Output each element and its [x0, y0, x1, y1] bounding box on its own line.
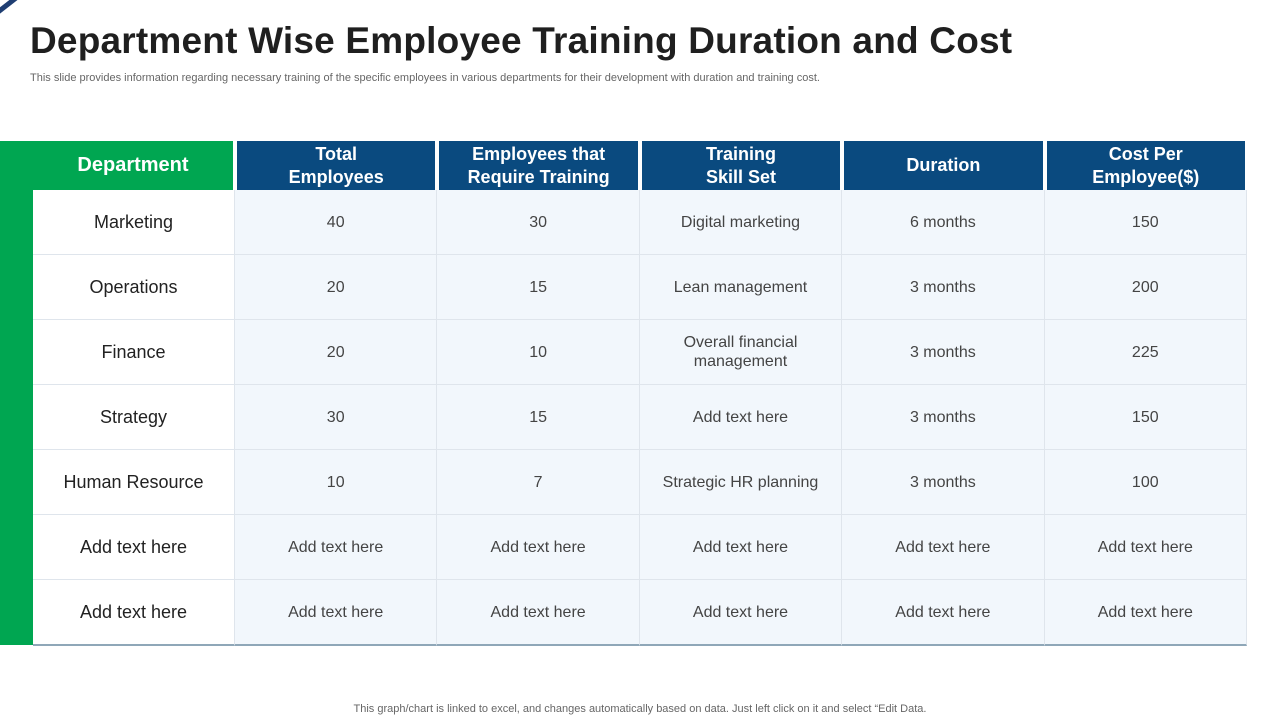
- training-skill-set-cell: Add text here: [639, 385, 843, 450]
- cost-per-employee-cell: 150: [1044, 190, 1247, 255]
- table-row: Finance 20 10 Overall financial management 3…: [33, 320, 1247, 385]
- header-label-line: Employee($): [1092, 166, 1200, 187]
- table-row: Operations 20 15 Lean management 3 months 200: [33, 255, 1247, 320]
- table-row: Strategy 30 15 Add text here 3 months 150: [33, 385, 1247, 450]
- total-employees-cell: 30: [235, 385, 438, 450]
- duration-cell: 3 months: [842, 385, 1045, 450]
- page-subtitle: This slide provides information regardin…: [30, 72, 820, 84]
- cost-per-employee-cell: Add text here: [1044, 580, 1247, 646]
- department-cell: Add text here: [33, 580, 235, 646]
- cost-per-employee-header: Cost Per Employee($): [1044, 141, 1247, 190]
- employees-require-training-cell: Add text here: [437, 580, 640, 646]
- duration-cell: Add text here: [842, 580, 1045, 646]
- cost-per-employee-cell: 100: [1044, 450, 1247, 515]
- header-label-line: Employees: [288, 166, 384, 187]
- total-employees-cell: Add text here: [235, 580, 438, 646]
- header-label-line: Employees that: [472, 143, 606, 164]
- table-body: Marketing 40 30 Digital marketing 6 months 15…: [33, 190, 1247, 646]
- total-employees-cell: 20: [235, 255, 438, 320]
- total-employees-cell: 10: [235, 450, 438, 515]
- cost-per-employee-cell: Add text here: [1044, 515, 1247, 580]
- table-row: Add text here Add text here Add text here A…: [33, 515, 1247, 580]
- department-cell: Strategy: [33, 385, 235, 450]
- header-label-line: Skill Set: [705, 166, 776, 187]
- training-skill-set-cell: Lean management: [639, 255, 843, 320]
- department-header: Department: [33, 141, 235, 190]
- employees-require-training-header: Employees that Require Training: [437, 141, 640, 190]
- training-skill-set-cell: Add text here: [639, 515, 843, 580]
- cost-per-employee-cell: 150: [1044, 385, 1247, 450]
- duration-cell: 6 months: [842, 190, 1045, 255]
- header-label-line: Duration: [906, 155, 981, 175]
- employees-require-training-cell: 7: [437, 450, 640, 515]
- duration-cell: 3 months: [842, 255, 1045, 320]
- employees-require-training-cell: 15: [437, 385, 640, 450]
- header-label-line: Cost Per: [1108, 143, 1183, 164]
- department-cell: Finance: [33, 320, 235, 385]
- page-title: Department Wise Employee Training Durati…: [30, 20, 1013, 61]
- duration-cell: 3 months: [842, 320, 1045, 385]
- table-row: Human Resource 10 7 Strategic HR planning 3 …: [33, 450, 1247, 515]
- training-skill-set-cell: Strategic HR planning: [639, 450, 843, 515]
- employees-require-training-cell: 15: [437, 255, 640, 320]
- employees-require-training-cell: 10: [437, 320, 640, 385]
- department-cell: Add text here: [33, 515, 235, 580]
- department-cell: Human Resource: [33, 450, 235, 515]
- duration-cell: Add text here: [842, 515, 1045, 580]
- header-label-line: Training: [705, 143, 776, 164]
- training-skill-set-cell: Add text here: [639, 580, 843, 646]
- total-employees-header: Total Employees: [235, 141, 438, 190]
- footer-note: This graph/chart is linked to excel, and…: [353, 703, 927, 715]
- cost-per-employee-cell: 225: [1044, 320, 1247, 385]
- employees-require-training-cell: 30: [437, 190, 640, 255]
- department-cell: Operations: [33, 255, 235, 320]
- table-row: Add text here Add text here Add text here A…: [33, 580, 1247, 646]
- training-table: Department Total Employees Employees that Re…: [33, 141, 1247, 646]
- total-employees-cell: 20: [235, 320, 438, 385]
- employees-require-training-cell: Add text here: [437, 515, 640, 580]
- training-skill-set-cell: Digital marketing: [639, 190, 843, 255]
- green-accent-bar: [0, 141, 33, 645]
- total-employees-cell: Add text here: [235, 515, 438, 580]
- table-row: Marketing 40 30 Digital marketing 6 months 15…: [33, 190, 1247, 255]
- header-label-line: Total: [315, 143, 358, 164]
- header-label-line: Department: [77, 154, 189, 176]
- table-header-row: Department Total Employees Employees that Re…: [33, 141, 1247, 190]
- training-skill-set-cell: Overall financial management: [639, 320, 843, 385]
- cost-per-employee-cell: 200: [1044, 255, 1247, 320]
- department-cell: Marketing: [33, 190, 235, 255]
- duration-header: Duration: [842, 141, 1045, 190]
- training-skill-set-header: Training Skill Set: [639, 141, 843, 190]
- duration-cell: 3 months: [842, 450, 1045, 515]
- total-employees-cell: 40: [235, 190, 438, 255]
- training-table-container: Department Total Employees Employees that Re…: [33, 141, 1247, 646]
- header-label-line: Require Training: [467, 166, 610, 187]
